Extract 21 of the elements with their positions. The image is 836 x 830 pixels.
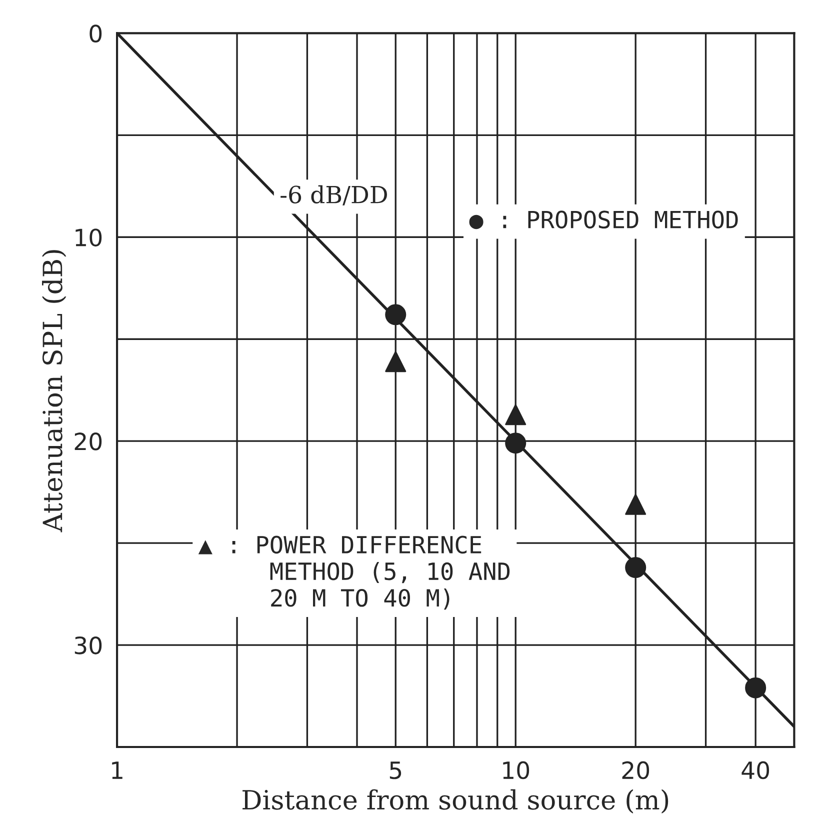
y-tick-label: 30 — [74, 636, 102, 654]
x-tick-label: 40 — [742, 761, 770, 780]
point — [505, 432, 526, 454]
x-tick-label: 20 — [622, 761, 650, 780]
y-tick-label: 20 — [74, 432, 102, 450]
point — [385, 351, 406, 372]
annotation: ● : PROPOSED METHOD — [469, 210, 738, 230]
point — [505, 404, 526, 426]
x-tick-label: 5 — [390, 762, 402, 780]
y-tick-label: 10 — [76, 228, 102, 246]
x-tick-label: 1 — [112, 762, 122, 779]
y-tick-label: 0 — [90, 24, 102, 43]
annotation: -6 dB/DD — [280, 185, 387, 206]
point — [625, 557, 646, 578]
y-axis-title: Attenuation SPL (dB) — [42, 250, 66, 532]
x-axis-title: Distance from sound source (m) — [242, 789, 668, 814]
annotation: ▲ : POWER DIFFERENCE METHOD (5, 10 AND 20 M TO 40 M) — [198, 536, 510, 610]
point — [625, 494, 646, 515]
x-tick-label: 10 — [503, 761, 530, 780]
point — [385, 304, 406, 326]
point — [745, 677, 766, 698]
